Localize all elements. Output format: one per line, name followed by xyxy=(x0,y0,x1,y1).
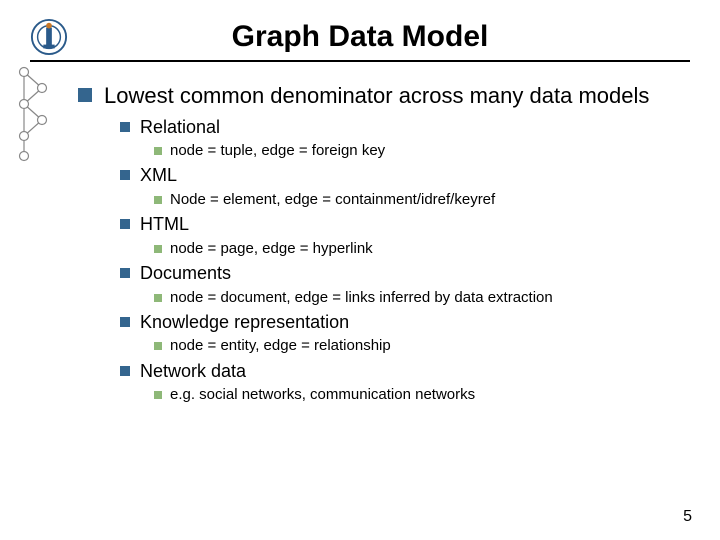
square-bullet-icon xyxy=(154,342,162,350)
square-bullet-icon xyxy=(120,366,130,376)
level3-group: node = entity, edge = relationship xyxy=(154,336,690,356)
square-bullet-icon xyxy=(154,147,162,155)
bullet-level2: Network data xyxy=(120,360,690,383)
graph-decor-icon xyxy=(14,64,54,164)
bullet-level3: e.g. social networks, communication netw… xyxy=(154,385,690,405)
page-number: 5 xyxy=(683,508,692,526)
level3-group: node = page, edge = hyperlink xyxy=(154,239,690,259)
item-detail: node = document, edge = links inferred b… xyxy=(170,288,553,308)
bullet-level3: Node = element, edge = containment/idref… xyxy=(154,190,690,210)
item-detail: node = tuple, edge = foreign key xyxy=(170,141,385,161)
item-label: Knowledge representation xyxy=(140,311,349,334)
level2-group: Relational node = tuple, edge = foreign … xyxy=(120,116,690,405)
bullet-level2: Knowledge representation xyxy=(120,311,690,334)
slide-title: Graph Data Model xyxy=(78,20,690,54)
level3-group: Node = element, edge = containment/idref… xyxy=(154,190,690,210)
content-area: Lowest common denominator across many da… xyxy=(78,82,690,405)
slide: Graph Data Model Lowest common denominat… xyxy=(0,0,720,540)
level3-group: node = document, edge = links inferred b… xyxy=(154,288,690,308)
square-bullet-icon xyxy=(120,317,130,327)
square-bullet-icon xyxy=(120,170,130,180)
bullet-level2: HTML xyxy=(120,213,690,236)
bullet-level2: Documents xyxy=(120,262,690,285)
item-label: Documents xyxy=(140,262,231,285)
bullet-level1: Lowest common denominator across many da… xyxy=(78,82,690,110)
bullet-level3: node = page, edge = hyperlink xyxy=(154,239,690,259)
item-label: HTML xyxy=(140,213,189,236)
square-bullet-icon xyxy=(78,88,92,102)
bullet-level2: XML xyxy=(120,164,690,187)
square-bullet-icon xyxy=(154,391,162,399)
square-bullet-icon xyxy=(120,219,130,229)
level3-group: e.g. social networks, communication netw… xyxy=(154,385,690,405)
square-bullet-icon xyxy=(120,268,130,278)
item-detail: e.g. social networks, communication netw… xyxy=(170,385,475,405)
item-label: Network data xyxy=(140,360,246,383)
item-detail: node = page, edge = hyperlink xyxy=(170,239,373,259)
square-bullet-icon xyxy=(120,122,130,132)
square-bullet-icon xyxy=(154,196,162,204)
item-label: Relational xyxy=(140,116,220,139)
title-divider xyxy=(30,60,690,62)
square-bullet-icon xyxy=(154,245,162,253)
item-label: XML xyxy=(140,164,177,187)
bullet-level3: node = tuple, edge = foreign key xyxy=(154,141,690,161)
title-row: Graph Data Model xyxy=(30,18,690,56)
institute-logo-icon xyxy=(30,18,68,56)
square-bullet-icon xyxy=(154,294,162,302)
main-point-text: Lowest common denominator across many da… xyxy=(104,82,649,110)
level3-group: node = tuple, edge = foreign key xyxy=(154,141,690,161)
bullet-level3: node = document, edge = links inferred b… xyxy=(154,288,690,308)
bullet-level3: node = entity, edge = relationship xyxy=(154,336,690,356)
bullet-level2: Relational xyxy=(120,116,690,139)
item-detail: node = entity, edge = relationship xyxy=(170,336,391,356)
item-detail: Node = element, edge = containment/idref… xyxy=(170,190,495,210)
